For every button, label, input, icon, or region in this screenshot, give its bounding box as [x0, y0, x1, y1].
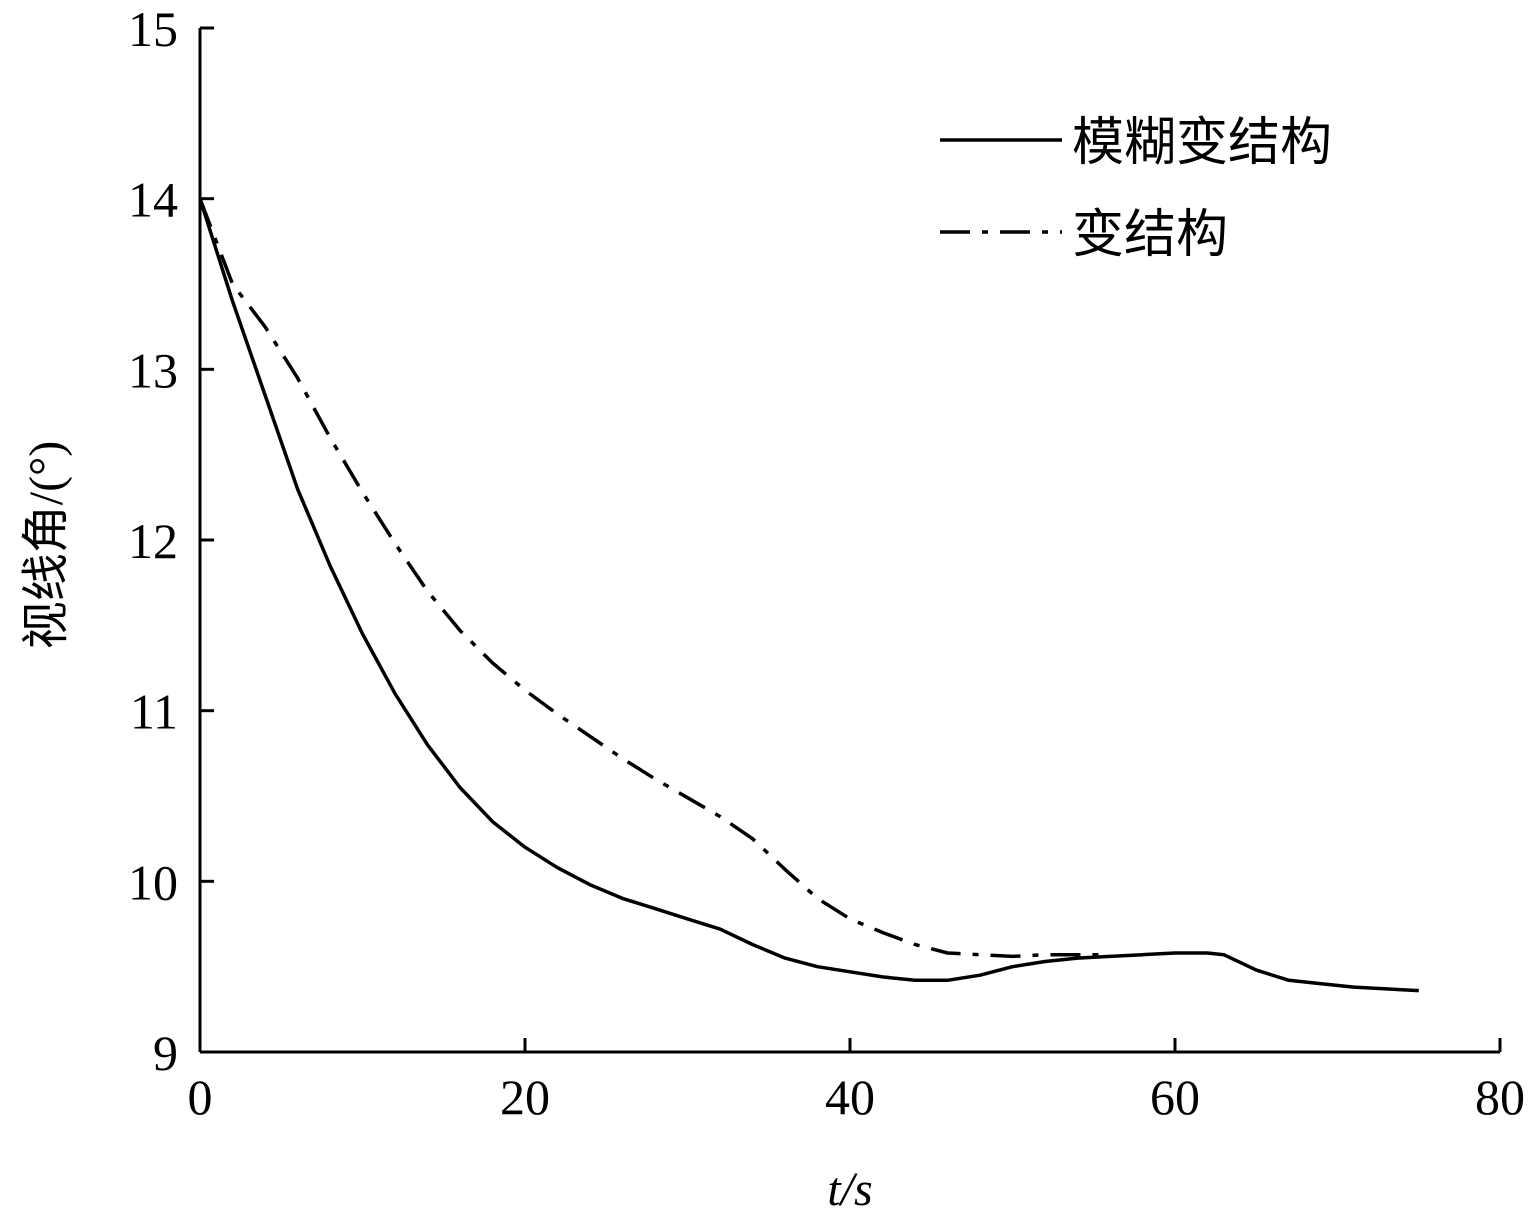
- y-tick-label: 13: [128, 342, 178, 398]
- series-line-0: [198, 198, 1419, 993]
- series-line-1: [198, 198, 1110, 959]
- y-tick-label: 9: [153, 1025, 178, 1081]
- y-tick-label: 10: [128, 854, 178, 910]
- y-axis-title: 视线角/(°): [20, 441, 73, 650]
- x-tick-label: 60: [1150, 1069, 1200, 1125]
- x-tick-label: 20: [500, 1069, 550, 1125]
- y-tick-label: 12: [128, 513, 178, 569]
- series-group: [198, 198, 1419, 993]
- x-tick-label: 0: [188, 1069, 213, 1125]
- x-tick-label: 80: [1475, 1069, 1525, 1125]
- axes: [198, 28, 1500, 1054]
- y-tick-label: 11: [130, 684, 178, 740]
- legend-label-1: 变结构: [1072, 207, 1228, 264]
- y-tick-label: 15: [128, 1, 178, 57]
- ticks: 0 20 40 60 80 9 10 11 12 13 14 15: [128, 1, 1525, 1125]
- x-axis-title: t/s: [827, 1163, 872, 1213]
- legend-label-0: 模糊变结构: [1072, 115, 1332, 172]
- x-tick-label: 40: [825, 1069, 875, 1125]
- y-tick-label: 14: [128, 172, 178, 228]
